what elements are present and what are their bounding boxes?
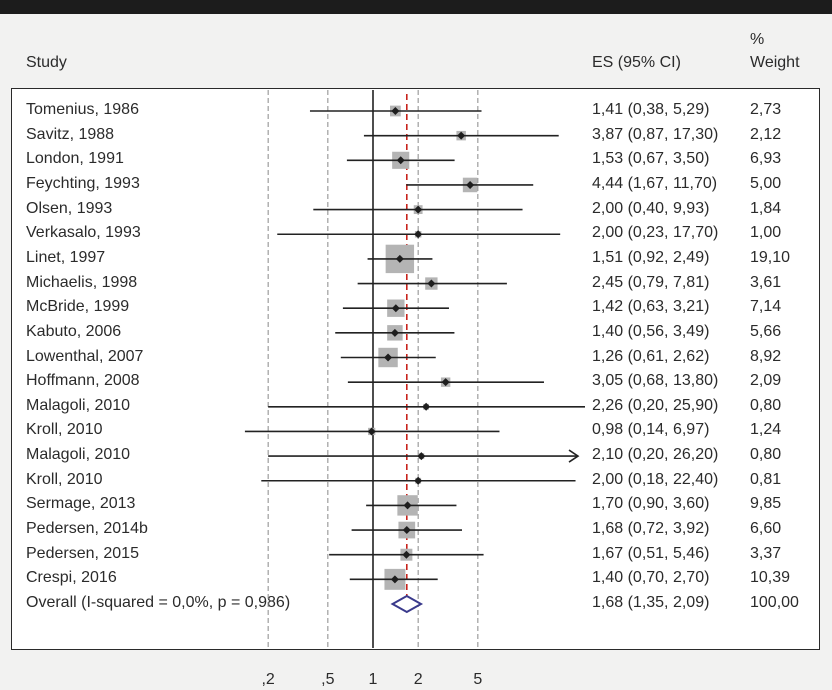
study-es-5: 2,00 (0,23, 17,70) bbox=[592, 224, 719, 242]
study-label-2: London, 1991 bbox=[26, 150, 124, 168]
study-label-11: Hoffmann, 2008 bbox=[26, 372, 140, 390]
study-point-19 bbox=[390, 575, 399, 584]
study-weight-5: 1,00 bbox=[750, 224, 782, 242]
study-es-11: 3,05 (0,68, 13,80) bbox=[592, 372, 719, 390]
study-weight-11: 2,09 bbox=[750, 372, 782, 390]
study-ci-arrow-14 bbox=[568, 449, 580, 463]
study-label-12: Malagoli, 2010 bbox=[26, 396, 131, 414]
study-weight-10: 8,92 bbox=[750, 347, 782, 365]
study-es-0: 1,41 (0,38, 5,29) bbox=[592, 101, 710, 118]
study-label-14: Malagoli, 2010 bbox=[26, 446, 131, 464]
study-weight-3: 5,00 bbox=[750, 174, 782, 192]
study-label-13: Kroll, 2010 bbox=[26, 421, 103, 439]
study-point-8 bbox=[391, 304, 400, 313]
x-tick-label-4: 5 bbox=[473, 671, 482, 688]
study-es-15: 2,00 (0,18, 22,40) bbox=[592, 470, 719, 488]
study-weight-2: 6,93 bbox=[750, 150, 782, 168]
study-es-2: 1,53 (0,67, 3,50) bbox=[592, 150, 710, 168]
study-weight-0: 2,73 bbox=[750, 101, 782, 118]
study-es-14: 2,10 (0,20, 26,20) bbox=[592, 446, 719, 464]
study-label-15: Kroll, 2010 bbox=[26, 470, 103, 488]
study-es-7: 2,45 (0,79, 7,81) bbox=[592, 273, 710, 291]
study-point-1 bbox=[457, 131, 466, 140]
study-label-5: Verkasalo, 1993 bbox=[26, 224, 141, 242]
study-weight-12: 0,80 bbox=[750, 396, 782, 414]
study-point-17 bbox=[402, 526, 411, 535]
study-weight-6: 19,10 bbox=[750, 248, 791, 266]
study-label-8: McBride, 1999 bbox=[26, 298, 130, 316]
study-weight-1: 2,12 bbox=[750, 125, 782, 143]
study-es-10: 1,26 (0,61, 2,62) bbox=[592, 347, 710, 365]
overall-diamond bbox=[390, 594, 424, 614]
study-point-9 bbox=[390, 328, 399, 337]
overall-label: Overall (I-squared = 0,0%, p = 0,986) bbox=[26, 594, 291, 611]
header-weight-percent: % bbox=[750, 31, 765, 48]
study-es-12: 2,26 (0,20, 25,90) bbox=[592, 396, 719, 414]
study-weight-13: 1,24 bbox=[750, 421, 782, 439]
study-label-6: Linet, 1997 bbox=[26, 248, 106, 266]
header-weight: Weight bbox=[750, 54, 800, 71]
study-es-1: 3,87 (0,87, 17,30) bbox=[592, 125, 719, 143]
study-point-5 bbox=[414, 230, 423, 239]
study-point-15 bbox=[414, 476, 423, 485]
study-weight-4: 1,84 bbox=[750, 199, 782, 217]
study-weight-15: 0,81 bbox=[750, 470, 782, 488]
x-tick-label-1: ,5 bbox=[321, 671, 334, 688]
study-label-4: Olsen, 1993 bbox=[26, 199, 113, 217]
study-label-3: Feychting, 1993 bbox=[26, 174, 140, 192]
x-tick-label-0: ,2 bbox=[261, 671, 274, 688]
study-point-16 bbox=[403, 501, 412, 510]
study-point-2 bbox=[396, 156, 405, 165]
study-es-16: 1,70 (0,90, 3,60) bbox=[592, 495, 710, 513]
study-label-17: Pedersen, 2014b bbox=[26, 520, 148, 538]
x-tick-label-2: 1 bbox=[369, 671, 378, 688]
top-bar bbox=[0, 0, 832, 14]
study-point-10 bbox=[384, 353, 393, 362]
header-es: ES (95% CI) bbox=[592, 54, 681, 71]
study-label-7: Michaelis, 1998 bbox=[26, 273, 138, 291]
study-label-18: Pedersen, 2015 bbox=[26, 544, 139, 562]
study-weight-7: 3,61 bbox=[750, 273, 782, 291]
overall-weight: 100,00 bbox=[750, 594, 799, 611]
study-point-0 bbox=[391, 107, 400, 115]
study-label-1: Savitz, 1988 bbox=[26, 125, 115, 143]
study-weight-8: 7,14 bbox=[750, 298, 782, 316]
study-es-3: 4,44 (1,67, 11,70) bbox=[592, 174, 718, 192]
study-es-9: 1,40 (0,56, 3,49) bbox=[592, 322, 710, 340]
study-label-10: Lowenthal, 2007 bbox=[26, 347, 144, 365]
study-es-18: 1,67 (0,51, 5,46) bbox=[592, 544, 710, 562]
forest-plot-panel bbox=[11, 88, 820, 650]
study-label-0: Tomenius, 1986 bbox=[26, 101, 139, 118]
study-label-16: Sermage, 2013 bbox=[26, 495, 136, 513]
study-weight-19: 10,39 bbox=[750, 569, 791, 587]
study-es-4: 2,00 (0,40, 9,93) bbox=[592, 199, 710, 217]
study-weight-9: 5,66 bbox=[750, 322, 782, 340]
header-study: Study bbox=[26, 54, 67, 71]
x-tick-label-3: 2 bbox=[414, 671, 423, 688]
study-weight-17: 6,60 bbox=[750, 520, 782, 538]
study-es-17: 1,68 (0,72, 3,92) bbox=[592, 520, 710, 538]
overall-es: 1,68 (1,35, 2,09) bbox=[592, 594, 710, 611]
study-point-4 bbox=[414, 205, 423, 214]
study-es-13: 0,98 (0,14, 6,97) bbox=[592, 421, 710, 439]
study-es-6: 1,51 (0,92, 2,49) bbox=[592, 248, 710, 266]
study-point-7 bbox=[427, 279, 436, 288]
study-point-11 bbox=[441, 378, 450, 387]
study-label-19: Crespi, 2016 bbox=[26, 569, 117, 587]
study-point-12 bbox=[422, 402, 431, 411]
study-point-3 bbox=[466, 180, 475, 189]
study-weight-18: 3,37 bbox=[750, 544, 782, 562]
study-point-6 bbox=[395, 254, 404, 263]
study-weight-16: 9,85 bbox=[750, 495, 782, 513]
study-point-13 bbox=[367, 427, 376, 436]
study-weight-14: 0,80 bbox=[750, 446, 782, 464]
study-point-14 bbox=[417, 452, 426, 461]
study-point-18 bbox=[402, 550, 411, 559]
study-label-9: Kabuto, 2006 bbox=[26, 322, 122, 340]
study-es-19: 1,40 (0,70, 2,70) bbox=[592, 569, 710, 587]
study-es-8: 1,42 (0,63, 3,21) bbox=[592, 298, 710, 316]
